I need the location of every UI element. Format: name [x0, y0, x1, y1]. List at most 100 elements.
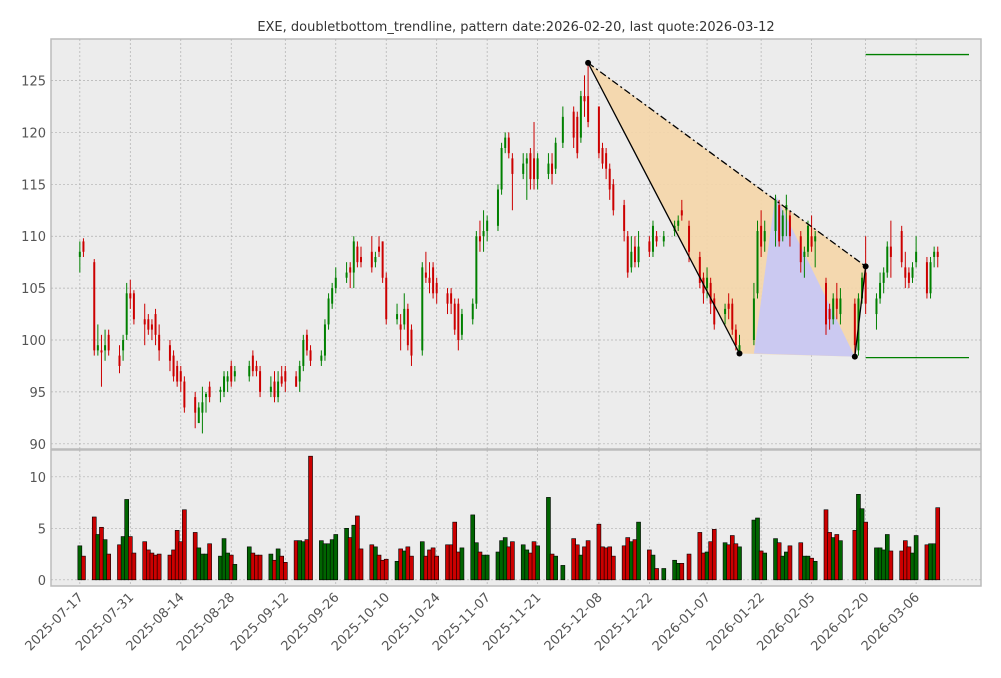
price-tick-label: 95: [29, 386, 46, 401]
candle-body: [327, 298, 330, 325]
candle-body: [255, 365, 258, 372]
candle-body: [154, 314, 157, 335]
breakout-line: [854, 266, 867, 357]
candle-body: [147, 319, 150, 330]
candle-body: [399, 324, 402, 330]
candle-body: [904, 267, 907, 278]
volume-bar: [711, 529, 717, 581]
candle-body: [648, 241, 651, 252]
candle-body: [334, 277, 337, 289]
price-tick-label: 120: [21, 126, 46, 141]
candle-body: [374, 256, 377, 263]
volume-bar: [358, 548, 364, 581]
candle-body: [633, 246, 636, 263]
volume-bar: [863, 521, 868, 581]
volume-bar: [232, 564, 238, 581]
candle-body: [248, 365, 251, 377]
candle-body: [129, 293, 132, 299]
candle-body: [551, 163, 554, 174]
candle-body: [630, 251, 633, 268]
candle-body: [230, 365, 233, 382]
volume-bar: [81, 555, 86, 581]
candle-body: [806, 225, 809, 252]
candle-body: [533, 158, 536, 180]
x-tick-labels: 2025-07-172025-07-312025-08-142025-08-28…: [23, 590, 923, 654]
candle-body: [662, 236, 665, 242]
candle-body: [298, 365, 301, 382]
candle-body: [915, 251, 918, 263]
candle-body: [82, 241, 85, 252]
candle-body: [478, 236, 481, 242]
candle-body: [500, 147, 503, 190]
candle-body: [525, 158, 528, 164]
candle-body: [572, 111, 575, 138]
candle-body: [529, 153, 532, 180]
candle-body: [280, 376, 283, 384]
candle-body: [832, 298, 835, 320]
candle-body: [734, 329, 737, 346]
candle-body: [731, 303, 734, 330]
candle-body: [907, 272, 910, 283]
candle-body: [406, 308, 409, 346]
candle-body: [305, 334, 308, 351]
candle-body: [828, 308, 831, 320]
volume-bar: [257, 554, 263, 581]
candle-body: [709, 282, 712, 304]
candle-body: [925, 262, 928, 294]
volume-bar: [755, 517, 760, 581]
volume-bar: [888, 550, 894, 581]
candle-body: [277, 381, 280, 398]
candle-body: [396, 314, 399, 320]
volume-bar: [838, 540, 843, 581]
candle-body: [251, 355, 254, 372]
candle-body: [706, 277, 709, 289]
candle-body: [208, 386, 211, 398]
candle-body: [471, 303, 474, 320]
candle-body: [561, 116, 564, 143]
candle-body: [774, 199, 777, 232]
candle-body: [688, 225, 691, 252]
candle-body: [223, 376, 226, 392]
candle-body: [104, 345, 107, 351]
candle-body: [233, 371, 236, 377]
candle-body: [612, 184, 615, 211]
candle-body: [756, 231, 759, 294]
candle-body: [835, 298, 838, 309]
candle-body: [107, 334, 110, 351]
volume-bar: [913, 535, 919, 581]
candle-body: [410, 329, 413, 356]
trendlines: [585, 53, 969, 360]
candle-body: [78, 251, 81, 257]
candle-body: [403, 308, 406, 325]
candle-body: [587, 96, 590, 123]
volume-bar: [459, 547, 465, 581]
pattern-point: [585, 59, 592, 66]
volume-bar: [333, 534, 339, 581]
volume-bar: [679, 563, 685, 581]
candle-body: [356, 246, 359, 263]
volume-tick-label: 10: [29, 471, 46, 486]
volume-bar: [650, 554, 656, 581]
chart-title: EXE, doubletbottom_trendline, pattern da…: [257, 20, 774, 35]
candle-body: [608, 168, 611, 190]
candle-body: [763, 231, 766, 242]
candle-body: [522, 163, 525, 174]
candle-body: [623, 205, 626, 232]
candle-body: [752, 298, 755, 341]
candle-body: [724, 308, 727, 315]
candle-body: [583, 96, 586, 102]
candle-body: [814, 236, 817, 242]
candle-body: [475, 236, 478, 304]
candle-body: [302, 340, 305, 366]
candle-body: [132, 293, 135, 320]
candle-body: [259, 371, 262, 392]
price-panel: [50, 38, 982, 450]
candle-body: [172, 355, 175, 377]
candle-body: [100, 350, 103, 353]
candle-body: [799, 236, 802, 263]
volume-bar: [787, 545, 793, 581]
candle-body: [381, 241, 384, 278]
candle-body: [421, 267, 424, 351]
candle-body: [122, 340, 125, 351]
price-tick-label: 100: [21, 334, 46, 349]
